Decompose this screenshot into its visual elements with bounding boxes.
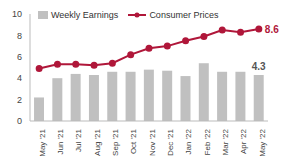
svg-text:2: 2: [17, 95, 22, 105]
svg-text:Dec '21: Dec '21: [166, 128, 175, 155]
svg-text:May '21: May '21: [38, 128, 47, 156]
svg-text:Feb '22: Feb '22: [203, 128, 212, 155]
svg-text:Jul '21: Jul '21: [74, 128, 83, 151]
svg-text:10: 10: [12, 9, 22, 19]
svg-text:4.3: 4.3: [252, 61, 266, 72]
svg-text:Sep '21: Sep '21: [111, 128, 120, 155]
svg-text:8: 8: [17, 31, 22, 41]
svg-text:6: 6: [17, 52, 22, 62]
svg-text:Oct '21: Oct '21: [129, 128, 138, 154]
svg-text:Jun '21: Jun '21: [56, 128, 65, 154]
html-text:Weekly Earnings: Weekly Earnings: [51, 10, 119, 20]
svg-text:Apr '22: Apr '22: [239, 128, 248, 154]
svg-text:May '22: May '22: [258, 128, 267, 156]
svg-text:8.6: 8.6: [265, 24, 279, 35]
svg-text:Nov '21: Nov '21: [148, 128, 157, 155]
svg-text:0: 0: [17, 116, 22, 126]
svg-text:Jan '22: Jan '22: [184, 128, 193, 154]
svg-text:Mar '22: Mar '22: [221, 128, 230, 155]
svg-text:4: 4: [17, 73, 22, 83]
svg-text:Aug '21: Aug '21: [93, 128, 102, 155]
html-text:Consumer Prices: Consumer Prices: [149, 10, 219, 20]
